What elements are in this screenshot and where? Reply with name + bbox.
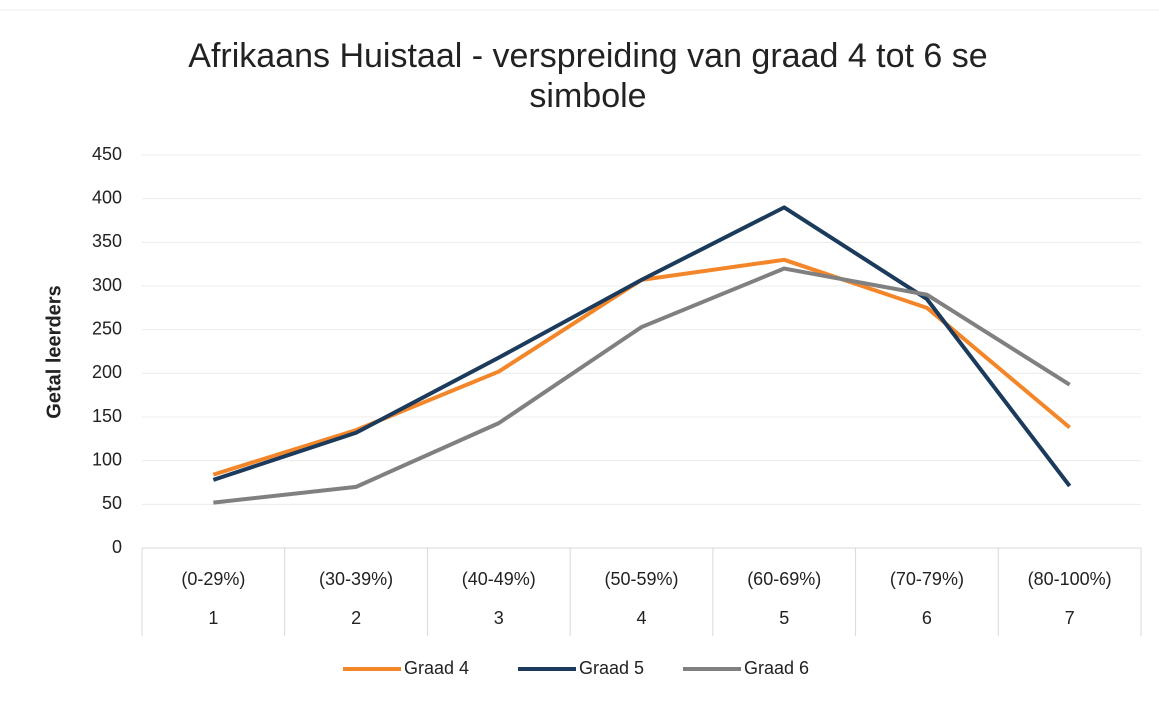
x-tick-label: 3 [494,608,504,628]
series-line [212,205,1072,488]
y-axis-label: Getal leerders [43,285,65,418]
legend-label: Graad 6 [744,658,809,678]
y-tick-label: 100 [92,449,122,469]
y-tick-label: 250 [92,318,122,338]
x-tick-label: (0-29%) [181,569,245,589]
y-tick-label: 150 [92,406,122,426]
x-tick-label: 2 [351,608,361,628]
y-tick-label: 400 [92,187,122,207]
x-tick-label: (30-39%) [319,569,393,589]
x-tick-label: (60-69%) [747,569,821,589]
x-tick-label: (80-100%) [1028,569,1112,589]
legend-label: Graad 5 [579,658,644,678]
chart-title: Afrikaans Huistaal - verspreiding van gr… [188,37,988,115]
x-tick-label: (50-59%) [604,569,678,589]
x-tick-label: 1 [208,608,218,628]
y-tick-label: 350 [92,231,122,251]
x-tick-label: (40-49%) [462,569,536,589]
x-tick-label: 5 [779,608,789,628]
x-tick-label: (70-79%) [890,569,964,589]
x-tick-label: 7 [1065,608,1075,628]
y-tick-label: 50 [102,493,122,513]
legend-label: Graad 4 [404,658,469,678]
y-tick-label: 0 [112,537,122,557]
y-tick-label: 300 [92,275,122,295]
x-tick-label: 4 [636,608,646,628]
y-tick-label: 450 [92,144,122,164]
series-line [213,266,1071,505]
series-line [212,257,1071,477]
y-tick-label: 200 [92,362,122,382]
x-tick-label: 6 [922,608,932,628]
